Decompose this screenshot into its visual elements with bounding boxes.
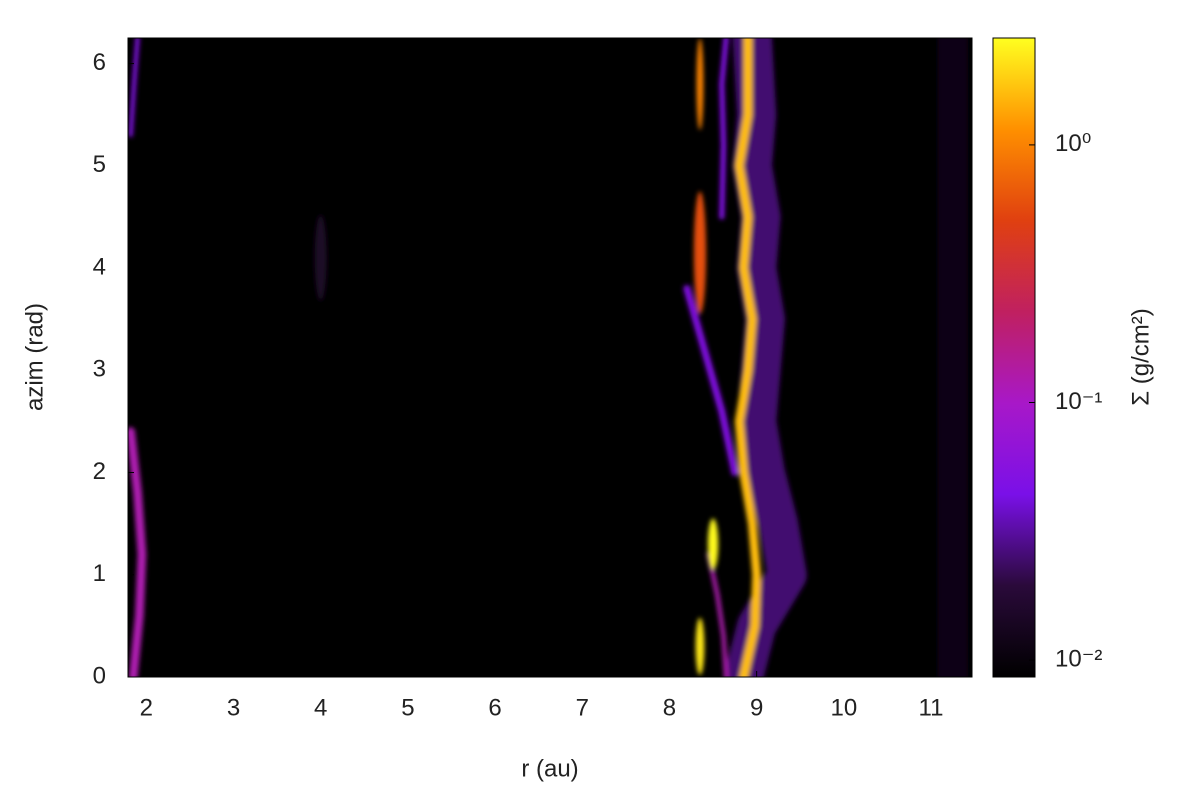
- x-tick-label: 10: [830, 694, 857, 721]
- colorbar-tick-label: 10⁻²: [1055, 645, 1102, 672]
- x-tick-label: 4: [314, 694, 327, 721]
- plot-area: [128, 38, 969, 677]
- plot-background: [128, 38, 972, 677]
- density-clump: [707, 518, 719, 570]
- y-tick-label: 3: [93, 356, 106, 383]
- colorbar-tick-label: 10⁰: [1055, 130, 1091, 157]
- y-tick-label: 2: [93, 458, 106, 485]
- y-tick-label: 6: [93, 49, 106, 76]
- density-ridge: [706, 552, 729, 677]
- x-tick-label: 6: [488, 694, 501, 721]
- y-tick-label: 4: [93, 253, 106, 280]
- colorbar: [993, 38, 1035, 677]
- colorbar-frame: [992, 37, 1036, 678]
- x-tick-label: 8: [663, 694, 676, 721]
- x-tick-label: 5: [401, 694, 414, 721]
- density-ridge: [719, 38, 729, 220]
- density-clump: [314, 214, 327, 301]
- y-tick-label: 5: [93, 151, 106, 178]
- x-tick-label: 9: [750, 694, 763, 721]
- density-ridge: [723, 38, 807, 677]
- x-tick-label: 2: [140, 694, 153, 721]
- colorbar-label: Σ (g/cm²): [1127, 308, 1154, 406]
- colorbar-tick-label: 10⁻¹: [1055, 388, 1102, 415]
- plot-frame: [127, 37, 973, 678]
- density-clump: [696, 38, 704, 131]
- density-ridge: [128, 427, 147, 677]
- y-tick-label: 1: [93, 560, 106, 587]
- density-clump: [695, 617, 705, 675]
- y-axis-label: azim (rad): [21, 303, 48, 411]
- x-axis-label: r (au): [521, 755, 578, 782]
- density-clump: [693, 191, 707, 315]
- x-tick-label: 7: [576, 694, 589, 721]
- density-ridge: [683, 285, 739, 477]
- x-tick-label: 11: [919, 694, 944, 721]
- x-tick-label: 3: [227, 694, 240, 721]
- density-ridge: [734, 38, 762, 677]
- density-ridge: [128, 38, 140, 138]
- y-tick-label: 0: [93, 662, 106, 689]
